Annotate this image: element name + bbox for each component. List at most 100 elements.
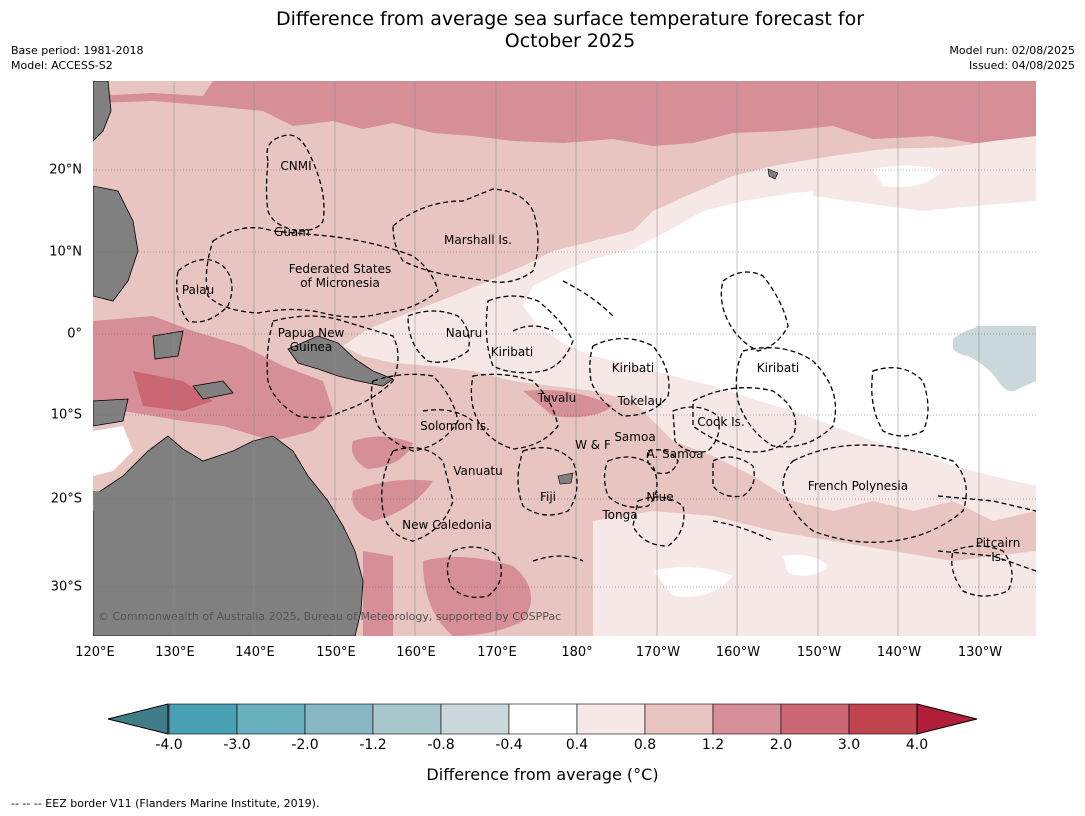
label-solomon: Solomon Is. [420, 419, 490, 433]
colorbar-bin-8 [712, 703, 782, 735]
eez-footer-note: -- -- -- EEZ border V11 (Flanders Marine… [11, 797, 320, 810]
sst-map: CNMI Guam Marshall Is. Federated States … [93, 81, 1036, 636]
label-cook-islands: Cook Is. [697, 415, 744, 429]
sst-warm-indonesia [93, 316, 333, 441]
title-line-1: Difference from average sea surface temp… [275, 8, 865, 30]
label-cnmi: CNMI [280, 159, 311, 173]
cb-label-10: 3.0 [837, 737, 861, 753]
sst-hot-patch [133, 371, 213, 411]
label-marshall: Marshall Is. [444, 233, 512, 247]
y-tick-0: 0° [67, 326, 82, 342]
sst-white-north [873, 165, 943, 187]
x-tick-140e: 140°E [235, 645, 275, 660]
sst-warm-patch-east-aus [352, 479, 433, 521]
cb-label-5: -0.4 [495, 737, 523, 753]
sst-white-south-2 [783, 554, 828, 576]
label-kiribati-west: Kiribati [491, 345, 533, 359]
meta-left: Base period: 1981-2018 Model: ACCESS-S2 [11, 43, 143, 73]
colorbar-bin-9 [780, 703, 850, 735]
grid-lines [173, 81, 980, 636]
eez-borders [176, 134, 1036, 598]
lat-lines [93, 169, 1036, 588]
label-vanuatu: Vanuatu [453, 464, 503, 478]
sst-warm-south [423, 557, 531, 636]
sst-white-west [93, 426, 133, 476]
png-land [287, 335, 394, 387]
label-png-line1: Papua New [278, 326, 345, 340]
colorbar-title: Difference from average (°C) [426, 765, 659, 784]
x-tick-160e: 160°E [396, 645, 436, 660]
x-tick-180: 180° [561, 645, 593, 660]
cb-label-3: -1.2 [359, 737, 387, 753]
x-tick-130w: 130°W [957, 645, 1003, 660]
label-tonga: Tonga [601, 508, 637, 522]
asia-land [93, 81, 112, 142]
label-fiji: Fiji [540, 490, 556, 504]
label-fsm-line1: Federated States [289, 262, 391, 276]
base-period: Base period: 1981-2018 [11, 44, 144, 57]
y-tick-10n: 10°N [49, 244, 82, 260]
cb-label-11: 4.0 [905, 737, 929, 753]
y-tick-20s: 20°S [50, 491, 82, 507]
title-line-2: October 2025 [504, 30, 636, 52]
y-tick-20n: 20°N [49, 162, 82, 178]
land-patch [93, 491, 143, 511]
label-new-caledonia: New Caledonia [402, 518, 492, 532]
cb-label-2: -2.0 [291, 737, 319, 753]
australia-land [93, 435, 364, 636]
x-tick-170w: 170°W [635, 645, 681, 660]
island-land [192, 380, 234, 400]
colorbar-bin-3 [372, 703, 442, 735]
model-run: Model run: 02/08/2025 [949, 44, 1075, 57]
label-fsm-line2: of Micronesia [300, 276, 380, 290]
colorbar-bin-1 [236, 703, 306, 735]
x-tick-150e: 150°E [316, 645, 356, 660]
colorbar-bin-4 [440, 703, 510, 735]
colorbar-bin-0 [168, 703, 238, 735]
model-name: Model: ACCESS-S2 [11, 59, 113, 72]
label-kiribati-central: Kiribati [612, 361, 654, 375]
philippines-land [93, 185, 139, 302]
colorbar [107, 703, 978, 735]
cb-label-6: 0.4 [565, 737, 589, 753]
x-tick-170e: 170°E [477, 645, 517, 660]
label-american-samoa: A. Samoa [647, 447, 704, 461]
label-guam: Guam [274, 225, 310, 239]
colorbar-bin-5 [508, 703, 578, 735]
colorbar-bin-6 [576, 703, 646, 735]
label-tuvalu: Tuvalu [537, 391, 577, 405]
x-tick-150w: 150°W [796, 645, 842, 660]
x-tick-120e: 120°E [75, 645, 115, 660]
label-pitcairn-line1: Pitcairn [976, 536, 1021, 550]
sulawesi-land [152, 330, 184, 360]
x-tick-140w: 140°W [876, 645, 922, 660]
label-tokelau: Tokelau [617, 394, 663, 408]
label-kiribati-east: Kiribati [757, 361, 799, 375]
x-tick-160w: 160°W [715, 645, 761, 660]
label-niue: Niue [646, 490, 673, 504]
label-nauru: Nauru [446, 326, 482, 340]
sst-cool-patch-2 [962, 326, 1036, 392]
colorbar-bin-2 [304, 703, 374, 735]
label-french-polynesia: French Polynesia [808, 479, 908, 493]
map-title: Difference from average sea surface temp… [0, 8, 1085, 52]
cb-label-8: 1.2 [701, 737, 725, 753]
sst-white-south [653, 567, 733, 597]
label-pitcairn-line2: Is. [991, 550, 1005, 564]
cb-label-9: 2.0 [769, 737, 793, 753]
sst-warm-tasman [363, 551, 393, 636]
hawaii-land [767, 168, 779, 180]
meta-right: Model run: 02/08/2025 Issued: 04/08/2025 [949, 43, 1075, 73]
copyright-notice: © Commonwealth of Australia 2025, Bureau… [98, 610, 561, 623]
label-palau: Palau [182, 283, 214, 297]
label-png-line2: Guinea [290, 340, 333, 354]
y-tick-30s: 30°S [50, 579, 82, 595]
java-land [93, 398, 129, 427]
colorbar-under-arrow [107, 703, 169, 735]
colorbar-bin-7 [644, 703, 714, 735]
x-tick-130e: 130°E [155, 645, 195, 660]
colorbar-over-arrow [916, 703, 978, 735]
colorbar-bin-10 [848, 703, 918, 735]
colorbar-bins [168, 703, 918, 735]
cb-label-7: 0.8 [633, 737, 657, 753]
